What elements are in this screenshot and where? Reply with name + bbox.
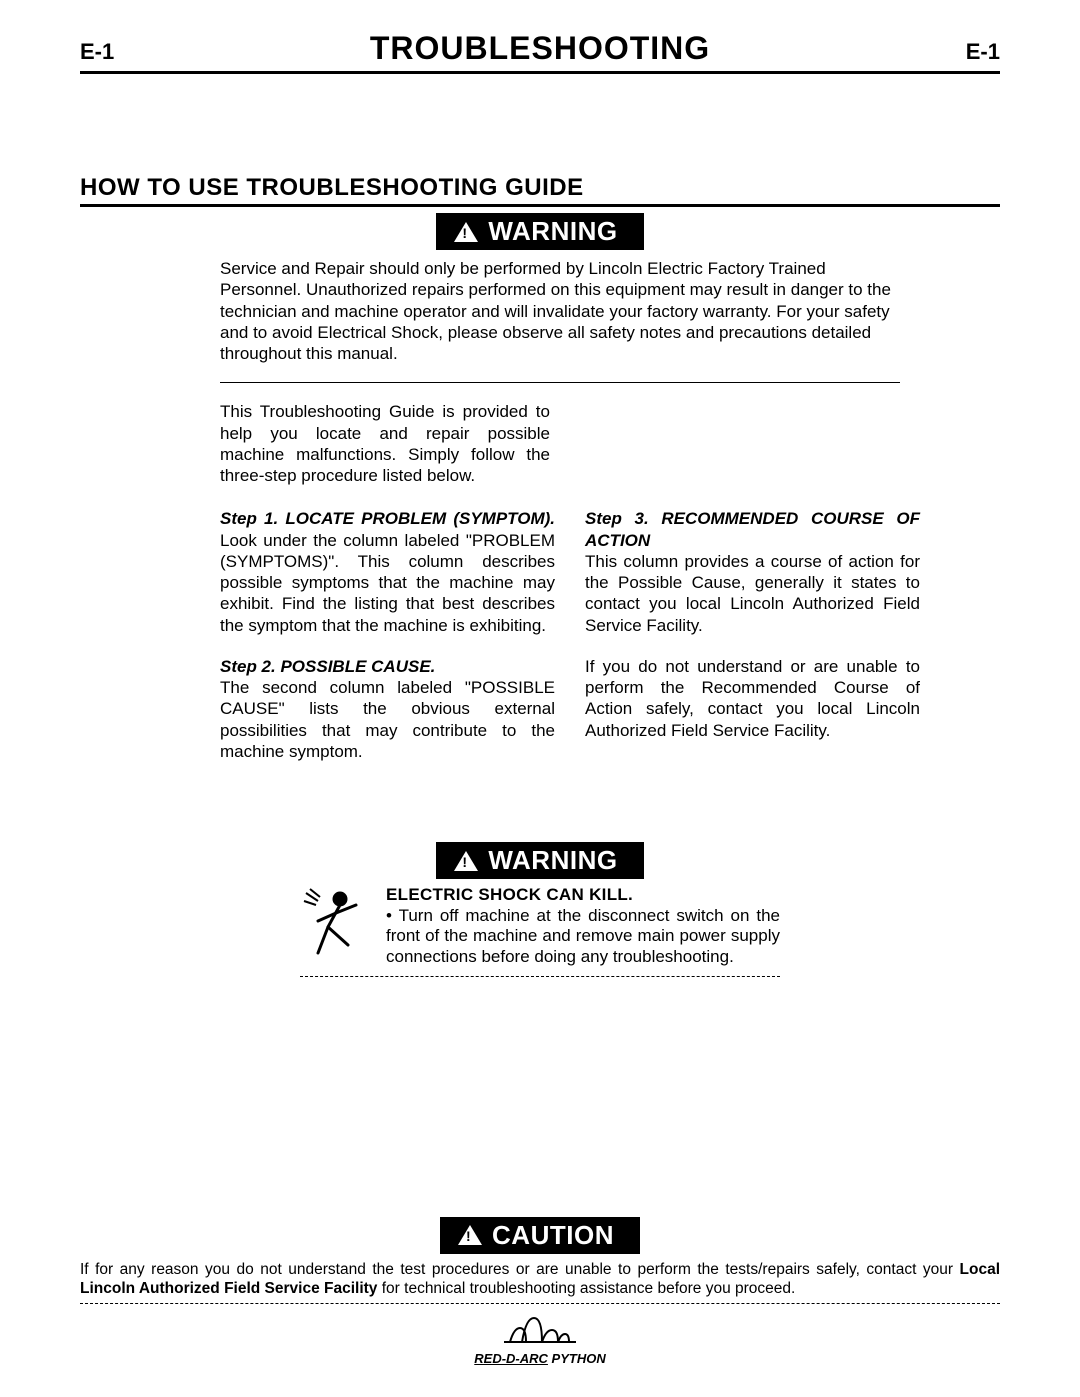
- step-3: Step 3. RECOMMENDED COURSE OF ACTION Thi…: [585, 508, 920, 636]
- warning-label: WARNING: [488, 216, 617, 247]
- intro-text: Service and Repair should only be perfor…: [220, 258, 900, 364]
- brand-logo-text: RED-D-ARC PYTHON: [80, 1351, 1000, 1366]
- warning-triangle-icon: [454, 851, 478, 871]
- step-1-body: Look under the column labeled "PROBLEM (…: [220, 531, 555, 635]
- warning-triangle-icon: [458, 1225, 482, 1245]
- dotted-divider-wide: [80, 1303, 1000, 1304]
- step-3-extra-body: If you do not understand or are unable t…: [585, 657, 920, 740]
- step-3-extra: If you do not understand or are unable t…: [585, 656, 920, 741]
- warning-banner-row-2: WARNING: [80, 842, 1000, 879]
- dotted-divider: [300, 976, 780, 977]
- brand-logo-icon: [500, 1310, 580, 1346]
- warning-banner: WARNING: [436, 213, 643, 250]
- step-3-body: This column provides a course of action …: [585, 552, 920, 635]
- right-column: Step 3. RECOMMENDED COURSE OF ACTION Thi…: [585, 508, 920, 782]
- warning-triangle-icon: [454, 222, 478, 242]
- brand-red-d-arc: RED-D-ARC: [474, 1351, 548, 1366]
- step-1: Step 1. LOCATE PROBLEM (SYMPTOM). Look u…: [220, 508, 555, 636]
- step-2-body: The second column labeled "POSSIBLE CAUS…: [220, 678, 555, 761]
- step-1-heading: Step 1. LOCATE PROBLEM (SYMPTOM).: [220, 509, 555, 528]
- electric-shock-title: ELECTRIC SHOCK CAN KILL.: [386, 885, 780, 906]
- step-2-heading: Step 2. POSSIBLE CAUSE.: [220, 656, 555, 677]
- warning-banner-row: WARNING: [80, 213, 1000, 250]
- footer-note-part1: If for any reason you do not understand …: [80, 1261, 960, 1278]
- footer-note-part2: for technical troubleshooting assistance…: [377, 1280, 795, 1297]
- guide-intro-text: This Troubleshooting Guide is provided t…: [220, 401, 550, 486]
- header-code-right: E-1: [966, 39, 1000, 65]
- steps-columns: Step 1. LOCATE PROBLEM (SYMPTOM). Look u…: [220, 508, 920, 782]
- divider-rule: [220, 382, 900, 383]
- page-header: E-1 TROUBLESHOOTING E-1: [80, 30, 1000, 74]
- step-2: Step 2. POSSIBLE CAUSE. The second colum…: [220, 656, 555, 762]
- caution-banner: CAUTION: [440, 1217, 640, 1254]
- page-title: TROUBLESHOOTING: [370, 30, 710, 67]
- footer-note: If for any reason you do not understand …: [80, 1260, 1000, 1299]
- section-heading: HOW TO USE TROUBLESHOOTING GUIDE: [80, 174, 1000, 207]
- warning-label-2: WARNING: [488, 845, 617, 876]
- header-code-left: E-1: [80, 39, 114, 65]
- electric-shock-block: ELECTRIC SHOCK CAN KILL. • Turn off mach…: [300, 885, 780, 968]
- caution-banner-row: CAUTION: [80, 1217, 1000, 1254]
- warning-banner-2: WARNING: [436, 842, 643, 879]
- electric-shock-text: ELECTRIC SHOCK CAN KILL. • Turn off mach…: [386, 885, 780, 968]
- brand-python: PYTHON: [548, 1351, 606, 1366]
- footer-logo-row: RED-D-ARC PYTHON: [80, 1310, 1000, 1366]
- electric-shock-bullet: • Turn off machine at the disconnect swi…: [386, 906, 780, 968]
- step-3-heading: Step 3. RECOMMENDED COURSE OF ACTION: [585, 508, 920, 551]
- left-column: Step 1. LOCATE PROBLEM (SYMPTOM). Look u…: [220, 508, 555, 782]
- caution-label: CAUTION: [492, 1220, 614, 1251]
- electric-shock-icon: [300, 885, 372, 957]
